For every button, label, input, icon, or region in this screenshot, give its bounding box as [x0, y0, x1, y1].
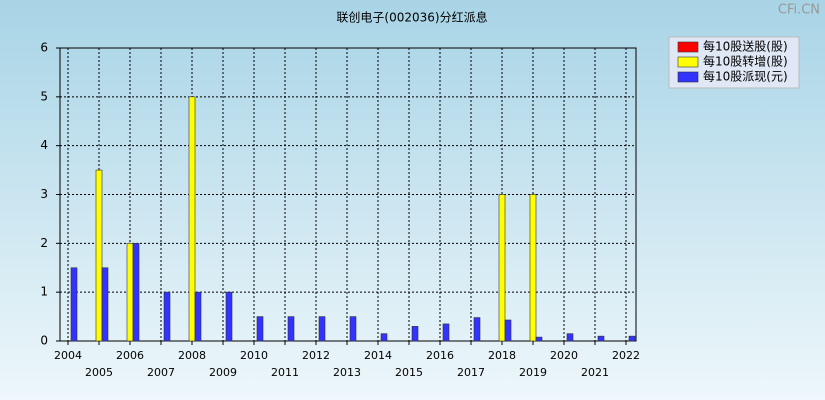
bar	[194, 291, 202, 342]
x-tick-label: 2013	[333, 366, 361, 379]
legend-swatch	[677, 71, 699, 83]
x-tick-label: 2018	[488, 349, 516, 362]
x-tick-label: 2009	[209, 366, 237, 379]
x-tick-label: 2020	[550, 349, 578, 362]
legend-swatch	[677, 41, 699, 53]
x-tick-label: 2015	[395, 366, 423, 379]
x-tick-label: 2012	[302, 349, 330, 362]
bar	[442, 323, 450, 342]
bar	[566, 333, 574, 342]
x-tick-label: 2010	[240, 349, 268, 362]
legend-label: 每10股送股(股)	[703, 39, 788, 54]
bar	[380, 333, 388, 342]
bar	[256, 316, 264, 342]
x-tick-label: 2022	[612, 349, 640, 362]
y-tick-label: 2	[40, 236, 48, 250]
x-tick-label: 2016	[426, 349, 454, 362]
bar	[101, 267, 109, 342]
bar	[225, 291, 233, 342]
bar	[132, 243, 140, 342]
x-tick-label: 2008	[178, 349, 206, 362]
x-tick-label: 2007	[147, 366, 175, 379]
bar	[473, 317, 481, 342]
bar	[70, 267, 78, 342]
legend-label: 每10股派现(元)	[703, 69, 788, 84]
x-tick-label: 2011	[271, 366, 299, 379]
bar	[498, 194, 506, 342]
legend-swatch	[677, 56, 699, 68]
bar	[163, 291, 171, 342]
bar	[287, 316, 295, 342]
bar	[349, 316, 357, 342]
y-tick-label: 6	[40, 41, 48, 55]
bar	[95, 169, 103, 342]
bar	[411, 326, 419, 342]
x-tick-label: 2005	[85, 366, 113, 379]
bar	[529, 194, 537, 342]
chart-title: 联创电子(002036)分红派息	[336, 10, 487, 25]
x-tick-label: 2014	[364, 349, 392, 362]
bar	[126, 243, 134, 342]
x-tick-label: 2006	[116, 349, 144, 362]
y-tick-label: 3	[40, 187, 48, 201]
bar	[597, 335, 605, 342]
x-tick-label: 2004	[54, 349, 82, 362]
y-tick-label: 0	[40, 334, 48, 348]
legend-label: 每10股转增(股)	[703, 54, 788, 69]
y-tick-label: 4	[40, 138, 48, 152]
bar	[188, 96, 196, 342]
bar	[628, 335, 636, 342]
bar	[504, 319, 512, 342]
watermark: CFi.CN	[778, 3, 820, 18]
y-tick-label: 5	[40, 89, 48, 103]
x-tick-label: 2021	[581, 366, 609, 379]
bar	[318, 316, 326, 342]
x-tick-label: 2019	[519, 366, 547, 379]
x-tick-label: 2017	[457, 366, 485, 379]
bar	[535, 336, 543, 342]
y-tick-label: 1	[40, 285, 48, 299]
